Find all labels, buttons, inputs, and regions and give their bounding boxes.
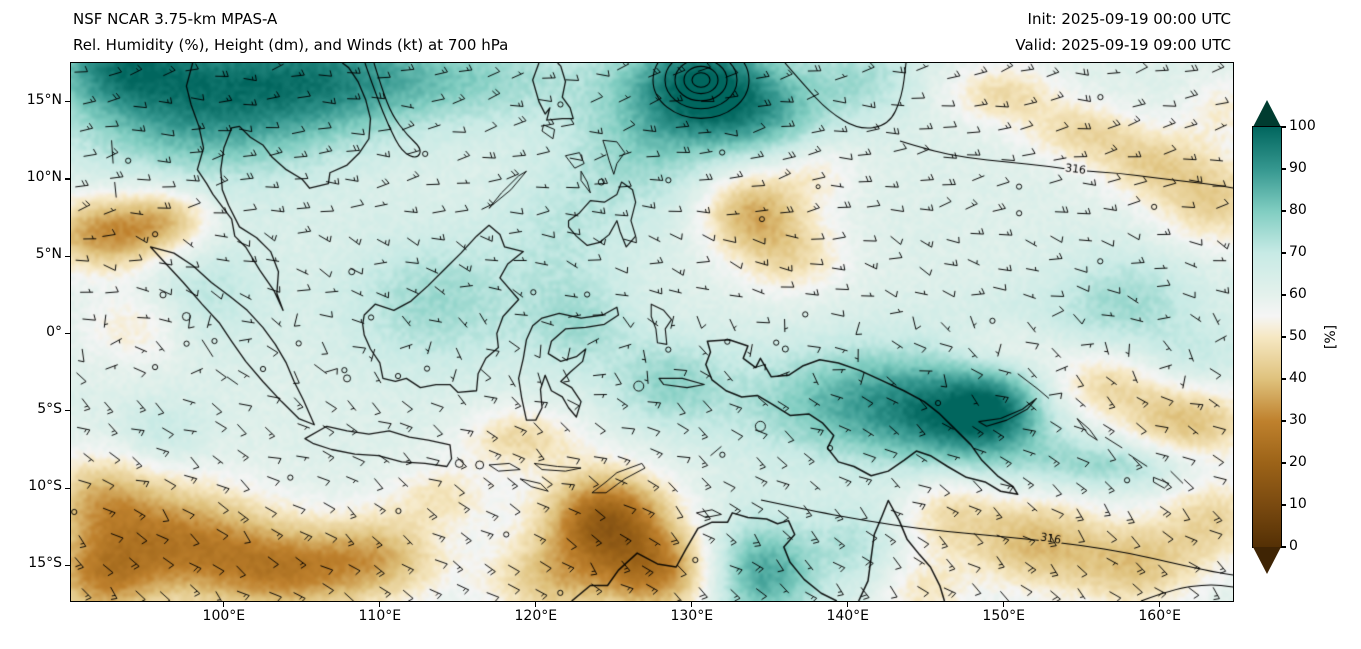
y-tick-mark	[64, 410, 70, 412]
x-tick-mark	[691, 602, 693, 607]
y-tick-label: 5°S	[37, 400, 62, 417]
y-tick-label: 10°S	[28, 478, 62, 495]
x-tick-label: 130°E	[670, 608, 714, 624]
figure-title-block: NSF NCAR 3.75-km MPAS-A Rel. Humidity (%…	[73, 6, 508, 58]
figure-time-block: Init: 2025-09-19 00:00 UTC Valid: 2025-0…	[1015, 6, 1231, 58]
map-plot-area	[70, 62, 1234, 602]
colorbar-tick-mark	[1281, 168, 1286, 170]
map-canvas	[71, 63, 1233, 601]
colorbar-tick-label: 70	[1289, 244, 1307, 260]
colorbar-tick-mark	[1281, 252, 1286, 254]
colorbar-tick-mark	[1281, 546, 1286, 548]
colorbar-tick-label: 30	[1289, 412, 1307, 428]
colorbar-tick-label: 0	[1289, 538, 1298, 554]
y-tick-mark	[64, 255, 70, 257]
x-tick-label: 100°E	[202, 608, 246, 624]
x-tick-label: 160°E	[1138, 608, 1181, 624]
y-tick-label: 15°S	[28, 555, 62, 572]
model-title: NSF NCAR 3.75-km MPAS-A	[73, 10, 278, 28]
valid-time-label: Valid: 2025-09-19 09:00 UTC	[1015, 36, 1231, 54]
x-tick-label: 120°E	[514, 608, 558, 624]
y-tick-label: 10°N	[26, 168, 62, 185]
colorbar-tick-mark	[1281, 420, 1286, 422]
init-time-label: Init: 2025-09-19 00:00 UTC	[1027, 10, 1231, 28]
colorbar-tick-mark	[1281, 336, 1286, 338]
colorbar-tick-mark	[1281, 126, 1286, 128]
colorbar-unit-label: [%]	[1323, 324, 1339, 350]
colorbar-tick-label: 20	[1289, 454, 1307, 470]
colorbar-tick-label: 10	[1289, 496, 1307, 512]
x-tick-mark	[1003, 602, 1005, 607]
colorbar-tick-mark	[1281, 462, 1286, 464]
y-tick-mark	[64, 101, 70, 103]
colorbar-extend-arrow-top	[1253, 100, 1281, 127]
colorbar-tick-label: 80	[1289, 202, 1307, 218]
x-tick-mark	[223, 602, 225, 607]
x-tick-mark	[535, 602, 537, 607]
x-tick-label: 140°E	[826, 608, 870, 624]
colorbar-tick-label: 90	[1289, 160, 1307, 176]
y-tick-label: 0°	[46, 323, 62, 340]
x-tick-mark	[847, 602, 849, 607]
colorbar-tick-label: 60	[1289, 286, 1307, 302]
field-title: Rel. Humidity (%), Height (dm), and Wind…	[73, 36, 509, 54]
x-tick-mark	[1159, 602, 1161, 607]
x-tick-label: 110°E	[358, 608, 402, 624]
y-tick-mark	[64, 332, 70, 335]
colorbar-tick-label: 40	[1289, 370, 1307, 386]
colorbar-tick-mark	[1281, 378, 1286, 380]
y-tick-mark	[64, 564, 70, 567]
y-tick-label: 15°N	[26, 91, 62, 108]
colorbar	[1252, 126, 1282, 548]
y-tick-mark	[64, 487, 70, 489]
colorbar-extend-arrow-bottom	[1253, 547, 1281, 574]
y-tick-mark	[64, 178, 70, 180]
x-tick-label: 150°E	[982, 608, 1025, 624]
colorbar-tick-label: 100	[1289, 118, 1316, 134]
x-tick-mark	[379, 602, 381, 607]
colorbar-tick-mark	[1281, 294, 1286, 296]
colorbar-tick-mark	[1281, 504, 1286, 506]
colorbar-tick-mark	[1281, 210, 1286, 212]
y-tick-label: 5°N	[35, 246, 62, 263]
colorbar-tick-label: 50	[1289, 328, 1307, 344]
